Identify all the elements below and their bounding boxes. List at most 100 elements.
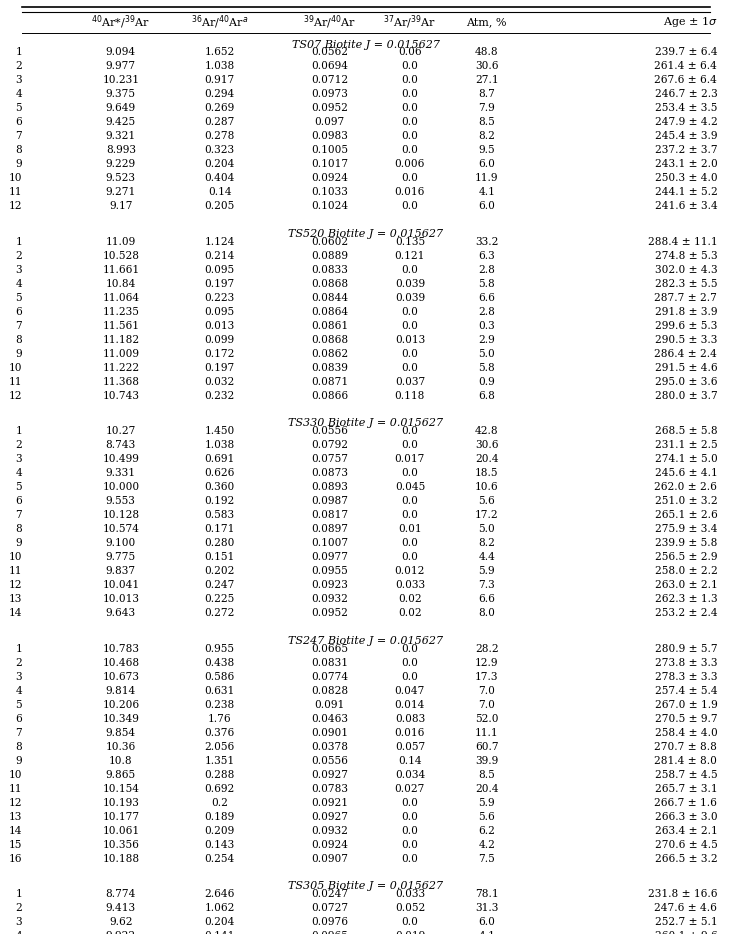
Text: 0.0247: 0.0247 — [311, 889, 348, 899]
Text: 10.128: 10.128 — [102, 510, 139, 520]
Text: 0.0: 0.0 — [401, 62, 419, 71]
Text: 0.214: 0.214 — [204, 251, 235, 261]
Text: 10.188: 10.188 — [102, 854, 139, 864]
Text: 11.09: 11.09 — [105, 237, 136, 247]
Text: 2.646: 2.646 — [204, 889, 235, 899]
Text: 10.231: 10.231 — [102, 76, 139, 85]
Text: 270.7 ± 8.8: 270.7 ± 8.8 — [654, 742, 717, 752]
Text: 244.1 ± 5.2: 244.1 ± 5.2 — [654, 188, 717, 197]
Text: 0.955: 0.955 — [205, 644, 234, 654]
Text: 10.6: 10.6 — [475, 482, 498, 492]
Text: 8.5: 8.5 — [479, 118, 495, 127]
Text: 10.783: 10.783 — [102, 644, 139, 654]
Text: 8: 8 — [15, 146, 22, 155]
Text: 9.094: 9.094 — [105, 48, 136, 57]
Text: 11.222: 11.222 — [102, 362, 139, 373]
Text: 20.4: 20.4 — [475, 784, 498, 794]
Text: 9.922: 9.922 — [105, 931, 136, 934]
Text: 28.2: 28.2 — [475, 644, 498, 654]
Text: 11: 11 — [9, 376, 22, 387]
Text: 10.000: 10.000 — [102, 482, 139, 492]
Text: 11: 11 — [9, 566, 22, 576]
Text: 4: 4 — [15, 279, 22, 289]
Text: 39.9: 39.9 — [475, 756, 498, 766]
Text: 0.197: 0.197 — [204, 362, 235, 373]
Text: 0.0924: 0.0924 — [311, 840, 348, 850]
Text: 15: 15 — [9, 840, 22, 850]
Text: 9: 9 — [15, 348, 22, 359]
Text: 239.9 ± 5.8: 239.9 ± 5.8 — [655, 538, 717, 548]
Text: 0.1005: 0.1005 — [311, 146, 348, 155]
Text: 9: 9 — [15, 538, 22, 548]
Text: 0.033: 0.033 — [395, 889, 425, 899]
Text: 274.8 ± 5.3: 274.8 ± 5.3 — [654, 251, 717, 261]
Text: 0.0: 0.0 — [401, 440, 419, 450]
Text: 4: 4 — [15, 686, 22, 696]
Text: 0.287: 0.287 — [204, 118, 235, 127]
Text: 0.0: 0.0 — [401, 348, 419, 359]
Text: 6: 6 — [15, 118, 22, 127]
Text: 1.652: 1.652 — [204, 48, 235, 57]
Text: 258.7 ± 4.5: 258.7 ± 4.5 — [654, 770, 717, 780]
Text: 0.0924: 0.0924 — [311, 174, 348, 183]
Text: 265.7 ± 3.1: 265.7 ± 3.1 — [654, 784, 717, 794]
Text: 288.4 ± 11.1: 288.4 ± 11.1 — [648, 237, 717, 247]
Text: 0.205: 0.205 — [204, 202, 235, 211]
Text: 0.0844: 0.0844 — [311, 292, 348, 303]
Text: 0.360: 0.360 — [204, 482, 235, 492]
Text: 6.8: 6.8 — [478, 390, 496, 401]
Text: TS247 Biotite J = 0.015627: TS247 Biotite J = 0.015627 — [288, 636, 444, 646]
Text: 0.0907: 0.0907 — [311, 854, 348, 864]
Text: 4.4: 4.4 — [478, 552, 496, 562]
Text: 8.0: 8.0 — [478, 608, 496, 618]
Text: 0.0: 0.0 — [401, 265, 419, 275]
Text: 13: 13 — [9, 812, 22, 822]
Text: 9: 9 — [15, 160, 22, 169]
Text: 302.0 ± 4.3: 302.0 ± 4.3 — [654, 265, 717, 275]
Text: TS520 Biotite J = 0.015627: TS520 Biotite J = 0.015627 — [288, 229, 444, 239]
Text: 78.1: 78.1 — [475, 889, 498, 899]
Text: 10.84: 10.84 — [105, 279, 136, 289]
Text: 0.0: 0.0 — [401, 644, 419, 654]
Text: 14: 14 — [9, 826, 22, 836]
Text: 267.0 ± 1.9: 267.0 ± 1.9 — [654, 700, 717, 710]
Text: 237.2 ± 3.7: 237.2 ± 3.7 — [654, 146, 717, 155]
Text: 9.413: 9.413 — [105, 903, 136, 913]
Text: $^{39}$Ar/$^{40}$Ar: $^{39}$Ar/$^{40}$Ar — [303, 13, 356, 31]
Text: 0.1033: 0.1033 — [311, 188, 348, 197]
Text: 0.189: 0.189 — [204, 812, 235, 822]
Text: 0.280: 0.280 — [204, 538, 235, 548]
Text: 0.135: 0.135 — [395, 237, 425, 247]
Text: 0.143: 0.143 — [204, 840, 235, 850]
Text: 265.1 ± 2.6: 265.1 ± 2.6 — [654, 510, 717, 520]
Text: 9.5: 9.5 — [479, 146, 495, 155]
Text: 0.0: 0.0 — [401, 552, 419, 562]
Text: 278.3 ± 3.3: 278.3 ± 3.3 — [655, 672, 717, 682]
Text: 2: 2 — [15, 440, 22, 450]
Text: 1.038: 1.038 — [204, 440, 235, 450]
Text: 0.0774: 0.0774 — [311, 672, 348, 682]
Text: 18.5: 18.5 — [475, 468, 498, 478]
Text: 258.0 ± 2.2: 258.0 ± 2.2 — [654, 566, 717, 576]
Text: 0.438: 0.438 — [204, 658, 235, 668]
Text: 266.3 ± 3.0: 266.3 ± 3.0 — [654, 812, 717, 822]
Text: 0.0: 0.0 — [401, 812, 419, 822]
Text: 10: 10 — [9, 770, 22, 780]
Text: 0.0828: 0.0828 — [311, 686, 348, 696]
Text: 10.673: 10.673 — [102, 672, 139, 682]
Text: 270.6 ± 4.5: 270.6 ± 4.5 — [654, 840, 717, 850]
Text: 0.197: 0.197 — [204, 279, 235, 289]
Text: $^{37}$Ar/$^{39}$Ar: $^{37}$Ar/$^{39}$Ar — [384, 13, 436, 31]
Text: 0.083: 0.083 — [395, 714, 425, 724]
Text: 8: 8 — [15, 742, 22, 752]
Text: 0.2: 0.2 — [211, 798, 228, 808]
Text: 0.02: 0.02 — [398, 594, 422, 604]
Text: 0.223: 0.223 — [204, 292, 235, 303]
Text: 10.468: 10.468 — [102, 658, 139, 668]
Text: 257.4 ± 5.4: 257.4 ± 5.4 — [654, 686, 717, 696]
Text: 247.6 ± 4.6: 247.6 ± 4.6 — [654, 903, 717, 913]
Text: 16: 16 — [9, 854, 22, 864]
Text: 0.0: 0.0 — [401, 132, 419, 141]
Text: 0.0792: 0.0792 — [311, 440, 348, 450]
Text: 0.0952: 0.0952 — [311, 104, 348, 113]
